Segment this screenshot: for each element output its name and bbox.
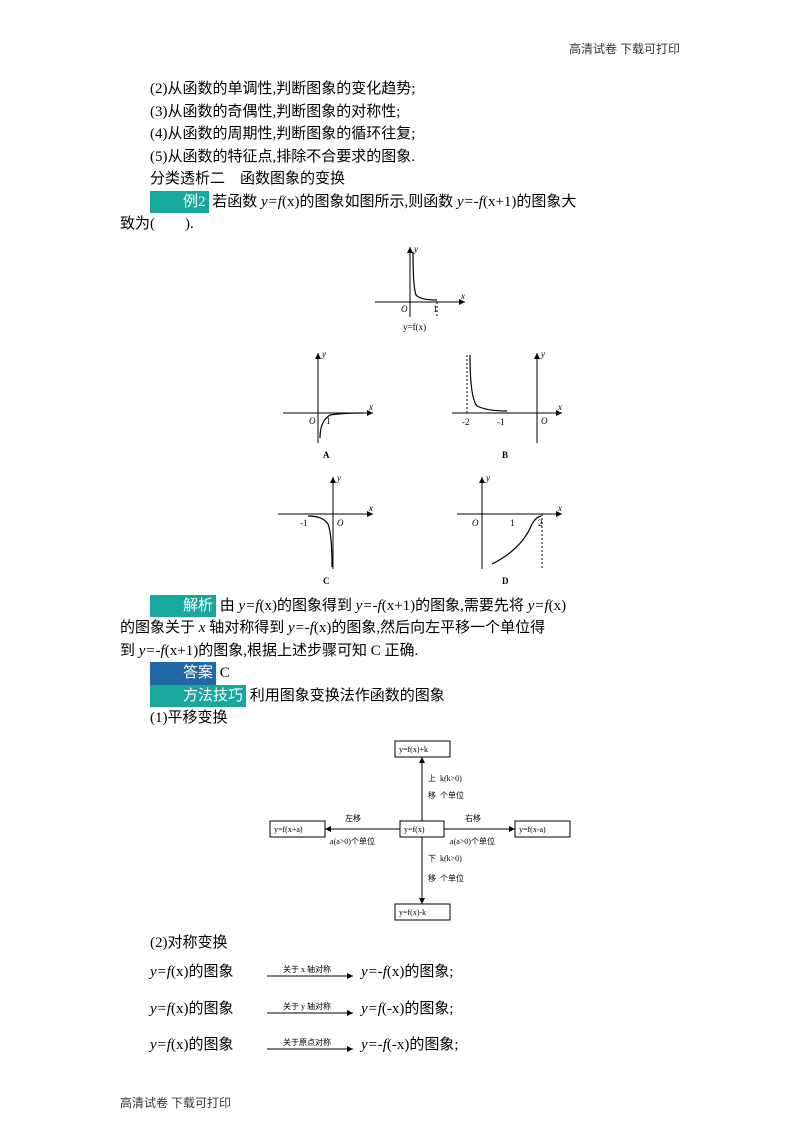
- svg-text:x: x: [368, 402, 373, 412]
- symmetry-y: y=f(x)的图象 关于 y 轴对称 y=f(-x)的图象;: [120, 991, 720, 1028]
- svg-text:y: y: [540, 349, 545, 359]
- svg-text:个单位: 个单位: [440, 790, 464, 800]
- page-header: 高清试卷 下载可打印: [120, 40, 720, 58]
- svg-text:a(a>0)个单位: a(a>0)个单位: [330, 836, 375, 846]
- svg-text:下: 下: [428, 854, 436, 863]
- svg-text:A: A: [323, 450, 330, 460]
- trans-1-title: (1)平移变换: [120, 707, 720, 730]
- svg-text:-2: -2: [462, 417, 470, 427]
- class-title: 分类透析二 函数图象的变换: [120, 168, 720, 191]
- example-2: 例2 若函数 y=f(x)的图象如图所示,则函数 y=-f(x+1)的图象大 致…: [120, 191, 720, 236]
- svg-text:x: x: [460, 291, 465, 301]
- svg-text:关于原点对称: 关于原点对称: [283, 1037, 331, 1047]
- svg-text:k(k>0): k(k>0): [440, 854, 462, 863]
- svg-text:1: 1: [433, 304, 438, 314]
- method-line: 方法技巧 利用图象变换法作函数的图象: [120, 685, 720, 708]
- svg-text:y=f(x): y=f(x): [404, 825, 425, 834]
- svg-text:上: 上: [428, 774, 436, 783]
- svg-text:y: y: [336, 473, 341, 483]
- svg-text:O: O: [401, 304, 408, 314]
- svg-text:-1: -1: [300, 518, 308, 528]
- option-row-2: y x O -1 C y x O 1 2 D: [120, 469, 720, 589]
- svg-text:-1: -1: [497, 417, 505, 427]
- svg-text:左移: 左移: [345, 813, 361, 823]
- item-5: (5)从函数的特征点,排除不合要求的图象.: [120, 146, 720, 169]
- svg-text:y=f(x-a): y=f(x-a): [519, 825, 546, 834]
- example-2-line2: 致为( ).: [120, 213, 720, 236]
- answer-tag: 答案: [150, 662, 216, 685]
- svg-text:y: y: [485, 473, 490, 483]
- svg-text:O: O: [337, 518, 344, 528]
- method-tag: 方法技巧: [150, 685, 246, 708]
- svg-text:y: y: [413, 244, 418, 254]
- svg-text:y=f(x+a): y=f(x+a): [274, 825, 303, 834]
- svg-text:关于 y 轴对称: 关于 y 轴对称: [283, 1001, 331, 1011]
- item-4: (4)从函数的周期性,判断图象的循环往复;: [120, 123, 720, 146]
- symmetry-x: y=f(x)的图象 关于 x 轴对称 y=-f(x)的图象;: [120, 954, 720, 991]
- analysis-tag: 解析: [150, 595, 216, 618]
- option-row-1: y x O 1 A y x O -2 -1 B: [120, 343, 720, 463]
- svg-text:k(k>0): k(k>0): [440, 774, 462, 783]
- symmetry-origin: y=f(x)的图象 关于原点对称 y=-f(-x)的图象;: [120, 1027, 720, 1064]
- svg-text:移: 移: [428, 790, 436, 800]
- svg-text:y=f(x)-k: y=f(x)-k: [399, 908, 426, 917]
- svg-text:x: x: [557, 402, 562, 412]
- svg-text:a(a>0)个单位: a(a>0)个单位: [450, 836, 495, 846]
- svg-text:D: D: [502, 576, 509, 586]
- svg-text:O: O: [541, 416, 548, 426]
- example-tag: 例2: [150, 191, 209, 214]
- svg-text:y: y: [321, 349, 326, 359]
- svg-text:关于 x 轴对称: 关于 x 轴对称: [283, 964, 331, 974]
- page-footer: 高清试卷 下载可打印: [120, 1094, 720, 1112]
- trans-2-title: (2)对称变换: [120, 932, 720, 955]
- answer-line: 答案 C: [120, 662, 720, 685]
- svg-text:个单位: 个单位: [440, 873, 464, 883]
- svg-text:B: B: [502, 450, 508, 460]
- svg-text:右移: 右移: [465, 813, 481, 823]
- svg-text:移: 移: [428, 873, 436, 883]
- item-2: (2)从函数的单调性,判断图象的变化趋势;: [120, 78, 720, 101]
- svg-text:O: O: [472, 518, 479, 528]
- analysis-block: 解析 由 y=f(x)的图象得到 y=-f(x+1)的图象,需要先将 y=f(x…: [120, 595, 720, 663]
- svg-text:2: 2: [538, 518, 543, 528]
- svg-text:O: O: [309, 416, 316, 426]
- svg-text:y=f(x)+k: y=f(x)+k: [399, 745, 428, 754]
- svg-text:C: C: [323, 576, 330, 586]
- svg-text:x: x: [557, 503, 562, 513]
- svg-text:x: x: [368, 503, 373, 513]
- svg-text:1: 1: [510, 518, 515, 528]
- svg-text:y=f(x): y=f(x): [403, 322, 426, 332]
- item-3: (3)从函数的奇偶性,判断图象的对称性;: [120, 101, 720, 124]
- given-figure: y x O 1 y=f(x): [120, 242, 720, 337]
- translation-diagram: y=f(x) y=f(x)+k 上 k(k>0) 移 个单位 y=f(x)-k …: [120, 736, 720, 926]
